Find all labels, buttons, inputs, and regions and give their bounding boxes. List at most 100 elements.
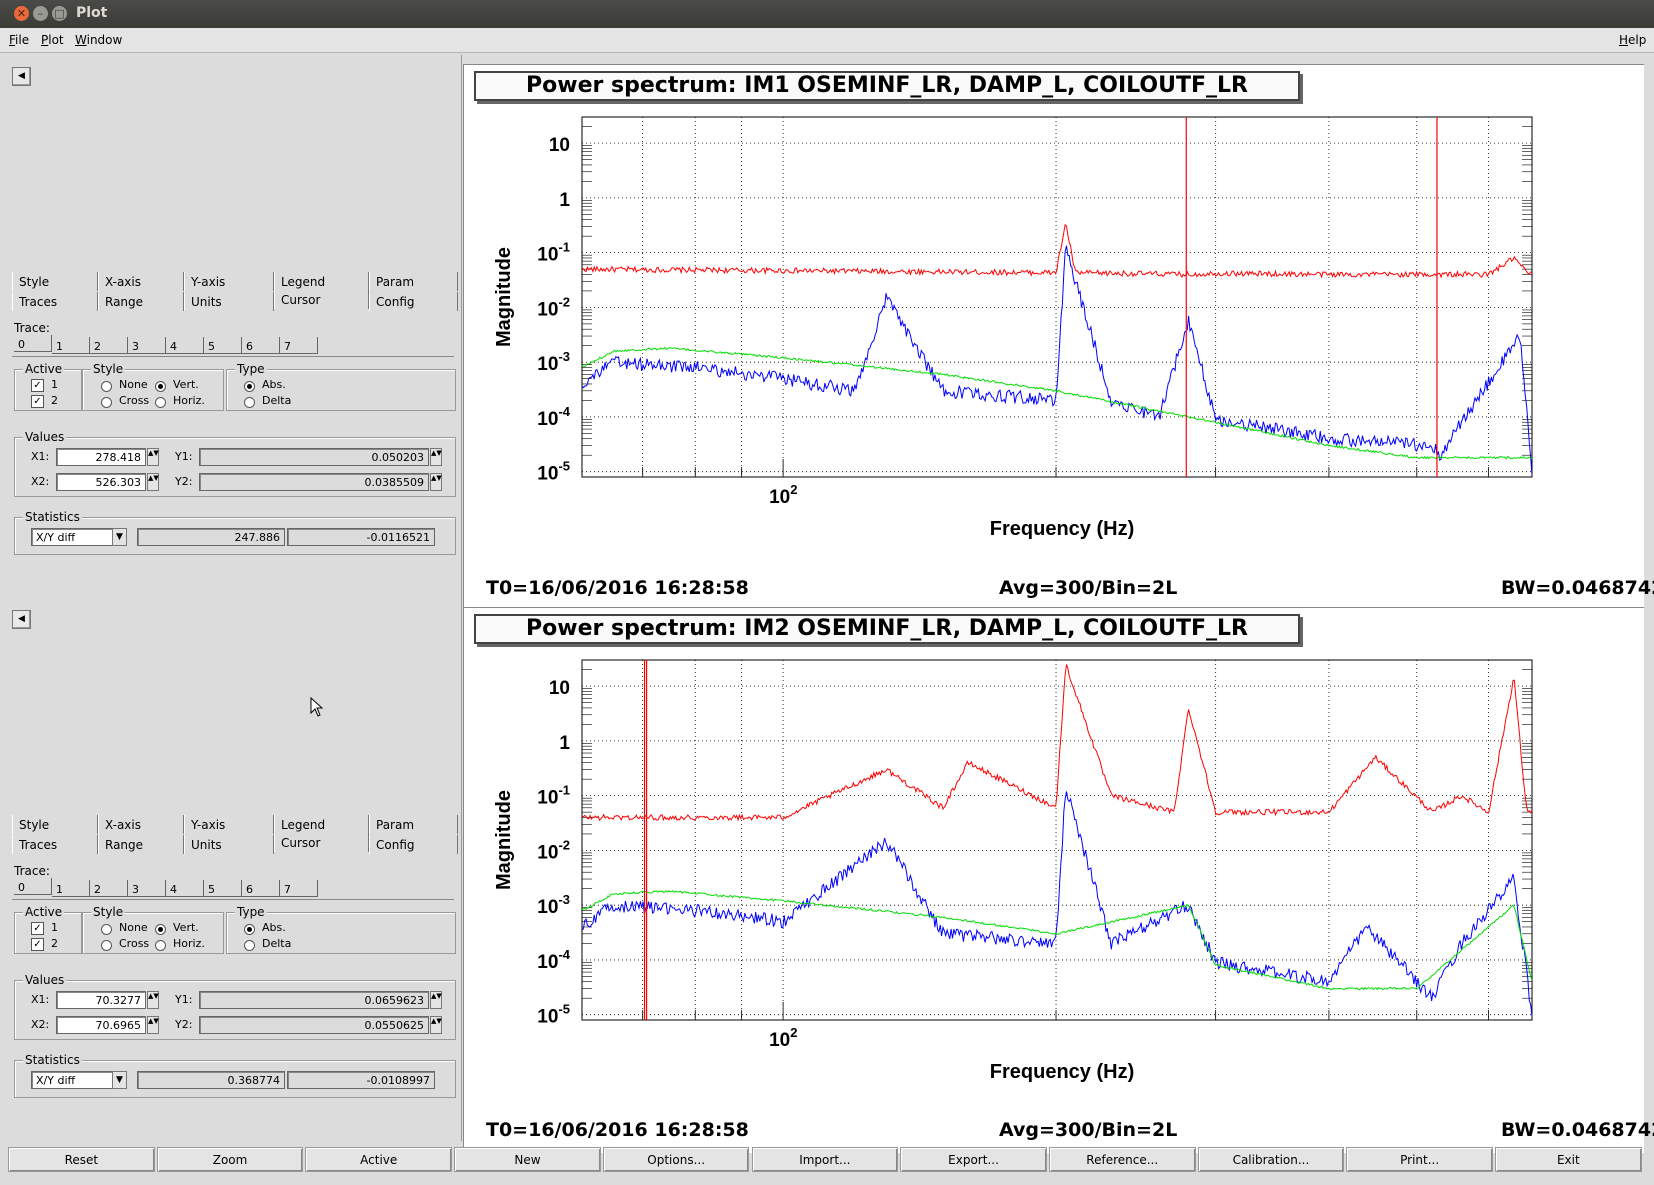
reference-button[interactable]: Reference... bbox=[1048, 1147, 1196, 1172]
y2-spinner[interactable]: ▲▼ bbox=[430, 473, 442, 491]
tab-range[interactable]: Range bbox=[98, 835, 184, 854]
y1-label: Y1: bbox=[175, 450, 193, 463]
active-trace-1-checkbox[interactable]: ✓ bbox=[31, 379, 44, 392]
tab-traces[interactable]: Traces bbox=[12, 835, 98, 854]
style-horiz-label: Horiz. bbox=[173, 937, 205, 950]
statistics-mode-select[interactable]: X/Y diff bbox=[31, 1071, 127, 1089]
y-tick-label: 10-2 bbox=[537, 837, 570, 863]
type-abs-radio[interactable] bbox=[244, 924, 255, 935]
active-button[interactable]: Active bbox=[305, 1147, 453, 1172]
chevron-down-icon[interactable]: ▼ bbox=[112, 528, 127, 546]
style-label: Style bbox=[91, 905, 126, 919]
tab-style[interactable]: Style bbox=[12, 272, 98, 291]
menu-window[interactable]: Window bbox=[75, 33, 123, 47]
tab-config[interactable]: Config bbox=[369, 835, 458, 854]
tab-param[interactable]: Param bbox=[369, 272, 458, 291]
tab-y-axis[interactable]: Y-axis bbox=[184, 272, 274, 291]
close-icon[interactable]: ✕ bbox=[14, 6, 29, 21]
reset-button[interactable]: Reset bbox=[8, 1147, 155, 1172]
style-horiz-radio[interactable] bbox=[155, 397, 166, 408]
x2-spinner[interactable]: ▲▼ bbox=[147, 1016, 159, 1034]
active-trace-2-checkbox[interactable]: ✓ bbox=[31, 938, 44, 951]
trace-label: Trace: bbox=[14, 864, 50, 878]
exit-button[interactable]: Exit bbox=[1495, 1147, 1642, 1172]
tab-traces[interactable]: Traces bbox=[12, 292, 98, 311]
tab-cursor[interactable]: Cursor bbox=[274, 833, 369, 852]
tab-x-axis[interactable]: X-axis bbox=[98, 815, 184, 834]
style-vert-radio[interactable] bbox=[155, 924, 166, 935]
trace-tab-5[interactable]: 5 bbox=[204, 880, 242, 897]
trace-tab-2[interactable]: 2 bbox=[90, 880, 128, 897]
style-horiz-radio[interactable] bbox=[155, 940, 166, 951]
x2-input[interactable]: 70.6965 bbox=[56, 1016, 146, 1034]
x1-input[interactable]: 278.418 bbox=[56, 448, 146, 466]
power-spectrum-chart-1[interactable]: 10-5 10-4 10-3 10-2 10-1 1 10 102 Frequency (Hz)… bbox=[464, 65, 1644, 610]
menu-plot[interactable]: Plot bbox=[41, 33, 64, 47]
tab-x-axis[interactable]: X-axis bbox=[98, 272, 184, 291]
y1-spinner[interactable]: ▲▼ bbox=[430, 448, 442, 466]
tab-legend[interactable]: Legend bbox=[274, 272, 369, 291]
statistics-mode-select[interactable]: X/Y diff bbox=[31, 528, 127, 546]
type-delta-radio[interactable] bbox=[244, 397, 255, 408]
x2-input[interactable]: 526.303 bbox=[56, 473, 146, 491]
trace-tab-3[interactable]: 3 bbox=[128, 337, 166, 354]
maximize-icon[interactable]: □ bbox=[52, 6, 67, 21]
tab-style[interactable]: Style bbox=[12, 815, 98, 834]
type-abs-radio[interactable] bbox=[244, 381, 255, 392]
tab-units[interactable]: Units bbox=[184, 292, 274, 311]
y2-spinner[interactable]: ▲▼ bbox=[430, 1016, 442, 1034]
new-button[interactable]: New bbox=[454, 1147, 601, 1172]
print-button[interactable]: Print... bbox=[1346, 1147, 1493, 1172]
x1-input[interactable]: 70.3277 bbox=[56, 991, 146, 1009]
control-panel-1: ◀ Style X-axis Y-axis Legend Param Traces Range… bbox=[0, 55, 462, 598]
import-button[interactable]: Import... bbox=[751, 1147, 899, 1172]
y-tick-label: 10-1 bbox=[537, 783, 570, 809]
zoom-button[interactable]: Zoom bbox=[156, 1147, 304, 1172]
y-tick-label: 1 bbox=[559, 733, 570, 754]
tab-cursor[interactable]: Cursor bbox=[274, 290, 369, 309]
y2-label: Y2: bbox=[175, 1018, 193, 1031]
power-spectrum-chart-2[interactable]: 10-5 10-4 10-3 10-2 10-1 1 10 102 Frequency (Hz)… bbox=[464, 608, 1644, 1153]
tab-range[interactable]: Range bbox=[98, 292, 184, 311]
trace-tab-0[interactable]: 0 bbox=[14, 335, 52, 352]
trace-tab-3[interactable]: 3 bbox=[128, 880, 166, 897]
style-none-radio[interactable] bbox=[101, 924, 112, 935]
x1-spinner[interactable]: ▲▼ bbox=[147, 448, 159, 466]
style-vert-radio[interactable] bbox=[155, 381, 166, 392]
export-button[interactable]: Export... bbox=[900, 1147, 1047, 1172]
style-cross-radio[interactable] bbox=[101, 397, 112, 408]
plot-pane-1: Power spectrum: IM1 OSEMINF_LR, DAMP_L, … bbox=[463, 64, 1654, 610]
trace-tab-6[interactable]: 6 bbox=[242, 337, 280, 354]
options-button[interactable]: Options... bbox=[602, 1147, 750, 1172]
style-cross-radio[interactable] bbox=[101, 940, 112, 951]
trace-tab-4[interactable]: 4 bbox=[166, 337, 204, 354]
trace-tab-1[interactable]: 1 bbox=[52, 880, 90, 897]
trace-tab-0[interactable]: 0 bbox=[14, 878, 52, 895]
trace-tab-1[interactable]: 1 bbox=[52, 337, 90, 354]
type-delta-radio[interactable] bbox=[244, 940, 255, 951]
trace-tab-5[interactable]: 5 bbox=[204, 337, 242, 354]
chevron-down-icon[interactable]: ▼ bbox=[112, 1071, 127, 1089]
active-trace-2-checkbox[interactable]: ✓ bbox=[31, 395, 44, 408]
trace-tab-7[interactable]: 7 bbox=[280, 337, 318, 354]
trace-tab-2[interactable]: 2 bbox=[90, 337, 128, 354]
collapse-panel-button[interactable]: ◀ bbox=[12, 610, 31, 629]
tab-param[interactable]: Param bbox=[369, 815, 458, 834]
trace-tab-4[interactable]: 4 bbox=[166, 880, 204, 897]
tab-config[interactable]: Config bbox=[369, 292, 458, 311]
trace-tab-7[interactable]: 7 bbox=[280, 880, 318, 897]
x1-spinner[interactable]: ▲▼ bbox=[147, 991, 159, 1009]
minimize-icon[interactable]: – bbox=[33, 6, 48, 21]
trace-tab-6[interactable]: 6 bbox=[242, 880, 280, 897]
tab-y-axis[interactable]: Y-axis bbox=[184, 815, 274, 834]
active-trace-1-checkbox[interactable]: ✓ bbox=[31, 922, 44, 935]
menu-help[interactable]: Help bbox=[1619, 33, 1647, 47]
tab-legend[interactable]: Legend bbox=[274, 815, 369, 834]
tab-units[interactable]: Units bbox=[184, 835, 274, 854]
calibration-button[interactable]: Calibration... bbox=[1197, 1147, 1345, 1172]
collapse-panel-button[interactable]: ◀ bbox=[12, 67, 31, 86]
x2-spinner[interactable]: ▲▼ bbox=[147, 473, 159, 491]
menu-file[interactable]: File bbox=[9, 33, 30, 47]
y1-spinner[interactable]: ▲▼ bbox=[430, 991, 442, 1009]
style-none-radio[interactable] bbox=[101, 381, 112, 392]
